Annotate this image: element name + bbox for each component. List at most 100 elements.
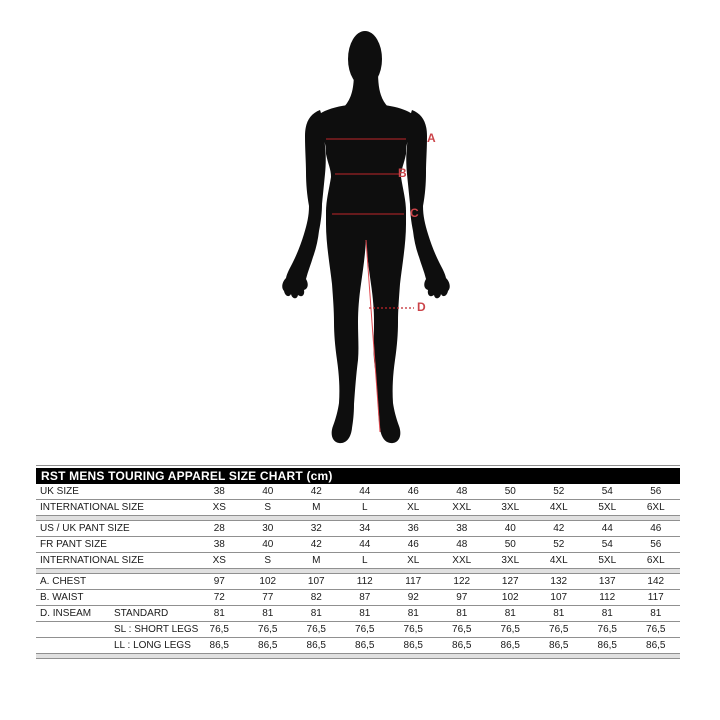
row-values: 76,5 76,5 76,5 76,5 76,5 76,5 76,5 76,5 76,5 76,5 — [195, 622, 680, 637]
cell-value: 48 — [456, 486, 468, 497]
row-label: INTERNATIONAL SIZE — [40, 555, 144, 566]
row-label: UK SIZE — [40, 486, 79, 497]
cell-value: 38 — [456, 523, 468, 534]
cell-value: 34 — [359, 523, 371, 534]
cell-value: XL — [407, 502, 420, 513]
measure-label-c: C — [410, 206, 419, 220]
cell-value: 86,5 — [209, 640, 229, 651]
cell-value: 76,5 — [403, 624, 423, 635]
row-sublabel — [114, 484, 195, 499]
cell-value: 102 — [259, 576, 277, 587]
cell-value: 87 — [359, 592, 371, 603]
cell-value: 112 — [356, 576, 373, 587]
cell-value: 117 — [647, 592, 664, 603]
cell-value: 76,5 — [549, 624, 569, 635]
cell-value: 52 — [553, 486, 565, 497]
body-silhouette — [282, 31, 450, 444]
cell-value: 72 — [213, 592, 225, 603]
cell-value: 97 — [456, 592, 468, 603]
table-row: FR PANT SIZE 38 40 42 44 46 48 50 52 54 56 — [36, 537, 680, 553]
cell-value: 56 — [650, 486, 662, 497]
cell-value: 107 — [307, 576, 325, 587]
cell-value: 76,5 — [646, 624, 666, 635]
row-label: A. CHEST — [40, 576, 87, 587]
cell-value: 86,5 — [355, 640, 375, 651]
cell-value: 142 — [647, 576, 665, 587]
cell-value: 122 — [453, 576, 471, 587]
cell-value: 46 — [407, 486, 419, 497]
cell-value: 56 — [650, 539, 662, 550]
cell-value: 102 — [501, 592, 519, 603]
measure-label-a: A — [427, 131, 436, 145]
row-label: D. INSEAM — [40, 608, 92, 619]
measure-label-d: D — [417, 300, 426, 314]
cell-value: 44 — [601, 523, 613, 534]
row-sublabel: SL : SHORT LEGS — [114, 624, 199, 635]
cell-value: 77 — [262, 592, 274, 603]
cell-value: 81 — [650, 608, 662, 619]
cell-value: 30 — [262, 523, 274, 534]
cell-value: XS — [212, 502, 226, 513]
cell-value: 50 — [504, 486, 516, 497]
cell-value: L — [361, 555, 368, 566]
left-leg-shape — [326, 210, 366, 444]
cell-value: 48 — [456, 539, 468, 550]
cell-value: 86,5 — [306, 640, 326, 651]
table-top-rule — [36, 465, 680, 466]
cell-value: 86,5 — [403, 640, 423, 651]
left-arm-shape — [282, 110, 326, 299]
row-sublabel: LL : LONG LEGS — [114, 640, 191, 651]
row-sublabel — [114, 590, 195, 605]
row-sublabel — [114, 553, 195, 568]
cell-value: 40 — [262, 486, 274, 497]
cell-value: 42 — [310, 486, 322, 497]
cell-value: 76,5 — [209, 624, 229, 635]
cell-value: S — [264, 502, 272, 513]
cell-value: 86,5 — [646, 640, 666, 651]
body-measurement-diagram — [268, 14, 468, 454]
row-label — [36, 638, 114, 653]
group-separator — [36, 654, 680, 659]
cell-value: 42 — [553, 523, 565, 534]
cell-value: 28 — [213, 523, 225, 534]
row-values: 97 102 107 112 117 122 127 132 137 142 — [195, 574, 680, 589]
cell-value: 32 — [310, 523, 322, 534]
cell-value: XXL — [452, 555, 472, 566]
cell-value: L — [361, 502, 368, 513]
cell-value: 86,5 — [258, 640, 278, 651]
cell-value: 46 — [650, 523, 662, 534]
cell-value: 4XL — [549, 555, 568, 566]
body-silhouette-svg — [282, 31, 450, 444]
cell-value: 97 — [213, 576, 225, 587]
cell-value: 4XL — [549, 502, 568, 513]
cell-value: 6XL — [646, 555, 665, 566]
size-chart-table: RST MENS TOURING APPAREL SIZE CHART (cm)… — [36, 465, 680, 659]
row-label — [36, 622, 114, 637]
row-label: FR PANT SIZE — [40, 539, 107, 550]
group-separator — [36, 516, 680, 521]
cell-value: 117 — [405, 576, 422, 587]
neck-shape — [344, 70, 388, 107]
cell-value: 137 — [598, 576, 616, 587]
cell-value: 36 — [407, 523, 419, 534]
row-sublabel: STANDARD — [114, 608, 169, 619]
row-label: INTERNATIONAL SIZE — [40, 502, 144, 513]
table-row: D. INSEAM STANDARD 81 81 81 81 81 81 81 81 81 81 — [36, 606, 680, 622]
row-sublabel — [114, 574, 195, 589]
cell-value: S — [264, 555, 272, 566]
table-row: A. CHEST 97 102 107 112 117 122 127 132 137 142 — [36, 574, 680, 590]
cell-value: 81 — [262, 608, 274, 619]
table-title: RST MENS TOURING APPAREL SIZE CHART (cm) — [36, 468, 680, 484]
cell-value: 76,5 — [452, 624, 472, 635]
table-row: LL : LONG LEGS 86,5 86,5 86,5 86,5 86,5 86,5 8… — [36, 638, 680, 654]
table-row: INTERNATIONAL SIZE XS S M L XL XXL 3XL 4XL 5XL 6X… — [36, 553, 680, 569]
table-row: US / UK PANT SIZE 28 30 32 34 36 38 40 42 44 46 — [36, 521, 680, 537]
cell-value: XXL — [452, 502, 472, 513]
cell-value: 81 — [601, 608, 613, 619]
cell-value: 76,5 — [355, 624, 375, 635]
cell-value: 127 — [501, 576, 519, 587]
cell-value: 38 — [213, 486, 225, 497]
group-separator — [36, 569, 680, 574]
cell-value: 54 — [601, 539, 613, 550]
